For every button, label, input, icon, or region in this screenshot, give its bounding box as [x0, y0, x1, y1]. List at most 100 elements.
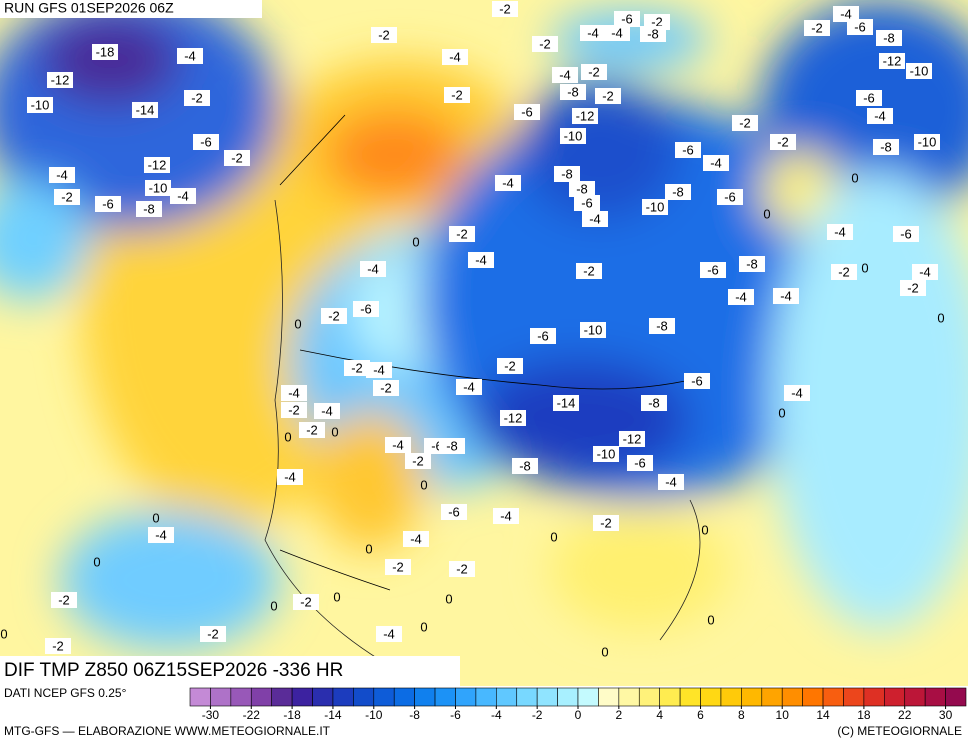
contour-label: -6 [634, 455, 646, 470]
colorbar-cell [945, 687, 967, 707]
colorbar-tick-label: -6 [450, 708, 461, 722]
temperature-field [0, 0, 968, 686]
contour-label: -6 [691, 373, 703, 388]
contour-label: -4 [155, 527, 167, 542]
contour-label: 0 [412, 234, 419, 249]
contour-label: -4 [874, 108, 886, 123]
contour-label-box [281, 385, 307, 401]
contour-label: -2 [907, 280, 919, 295]
contour-label-box [136, 201, 162, 217]
contour-label-box [385, 437, 411, 453]
contour-label: -2 [392, 559, 404, 574]
contour-label: 0 [420, 619, 427, 634]
colorbar-cell [250, 687, 272, 707]
contour-label-box [569, 181, 595, 197]
contour-label-box [45, 638, 71, 654]
colorbar-tick-label: 4 [656, 708, 663, 722]
contour-label-box [580, 322, 606, 338]
contour-label: -6 [621, 11, 633, 26]
colorbar-cell [536, 687, 558, 707]
contour-label: -6 [537, 328, 549, 343]
contour-label: -2 [600, 515, 612, 530]
colorbar-cell [291, 687, 313, 707]
colorbar-tick-label: -8 [409, 708, 420, 722]
contour-label-box [493, 508, 519, 524]
colorbar-cell [761, 687, 783, 707]
contour-label-box [293, 594, 319, 610]
contour-label-box [856, 90, 882, 106]
colorbar-tick-label: -22 [243, 708, 261, 722]
colorbar-cell [720, 687, 742, 707]
contour-label-box [449, 226, 475, 242]
contour-label: -2 [61, 189, 73, 204]
contour-label-box [193, 134, 219, 150]
contour-label-box [665, 184, 691, 200]
contour-label: -2 [191, 90, 203, 105]
contour-label-box [717, 189, 743, 205]
contour-label-box [684, 373, 710, 389]
contour-label: 0 [861, 260, 868, 275]
colorbar-cell [393, 687, 415, 707]
contour-label-box [385, 559, 411, 575]
contour-label: -8 [880, 139, 892, 154]
contour-label-box [900, 280, 926, 296]
contour-label-box [640, 26, 666, 42]
colorbar-tick-label: 6 [697, 708, 704, 722]
contour-label: -12 [51, 72, 70, 87]
colorbar-tick-label: 0 [575, 708, 582, 722]
contour-label: -12 [883, 53, 902, 68]
contour-label-box [95, 196, 121, 212]
contour-label-box [833, 6, 859, 22]
contour-label: 0 [445, 591, 452, 606]
contour-label-box [879, 53, 905, 69]
contour-label: -4 [410, 531, 422, 546]
contour-label-box [449, 561, 475, 577]
contour-label: 0 [707, 612, 714, 627]
contour-label: -4 [735, 289, 747, 304]
contour-label: 0 [331, 424, 338, 439]
contour-label-box [572, 108, 598, 124]
colorbar-cell [924, 687, 946, 707]
contour-label: -4 [611, 25, 623, 40]
contour-label: -4 [791, 385, 803, 400]
contour-label-box [627, 455, 653, 471]
contour-label-box [360, 261, 386, 277]
contour-label: -4 [834, 224, 846, 239]
contour-label: -2 [380, 380, 392, 395]
contour-label-box [281, 402, 307, 418]
contour-label: -8 [883, 30, 895, 45]
colorbar-tick-label: -14 [324, 708, 342, 722]
contour-label: -2 [539, 36, 551, 51]
contour-label: 0 [93, 554, 100, 569]
contour-label: -2 [811, 20, 823, 35]
colorbar-cell [414, 687, 436, 707]
contour-label: -8 [143, 201, 155, 216]
colorbar-cell [577, 687, 599, 707]
contour-label-box [456, 379, 482, 395]
colorbar-cell [679, 687, 701, 707]
contour-label-box [132, 102, 158, 118]
colorbar-cell [700, 687, 722, 707]
contour-label-box [784, 385, 810, 401]
contour-label: -6 [200, 134, 212, 149]
colorbar-cell [884, 687, 906, 707]
contour-label: -2 [456, 226, 468, 241]
colorbar-cell [210, 687, 232, 707]
contour-label: -4 [177, 188, 189, 203]
contour-label: -8 [647, 26, 659, 41]
contour-label-box [442, 49, 468, 65]
colorbar-cell [843, 687, 865, 707]
contour-label-box [614, 11, 640, 27]
contour-label-box [604, 25, 630, 41]
contour-label: -2 [602, 88, 614, 103]
contour-label-box [581, 64, 607, 80]
colorbar-tick-label: -4 [491, 708, 502, 722]
contour-label: -6 [682, 142, 694, 157]
contour-label-box [344, 360, 370, 376]
contour-label: -8 [567, 84, 579, 99]
contour-label: -4 [373, 362, 385, 377]
contour-label: -12 [623, 431, 642, 446]
contour-label: 0 [333, 589, 340, 604]
contour-label: -4 [919, 264, 931, 279]
